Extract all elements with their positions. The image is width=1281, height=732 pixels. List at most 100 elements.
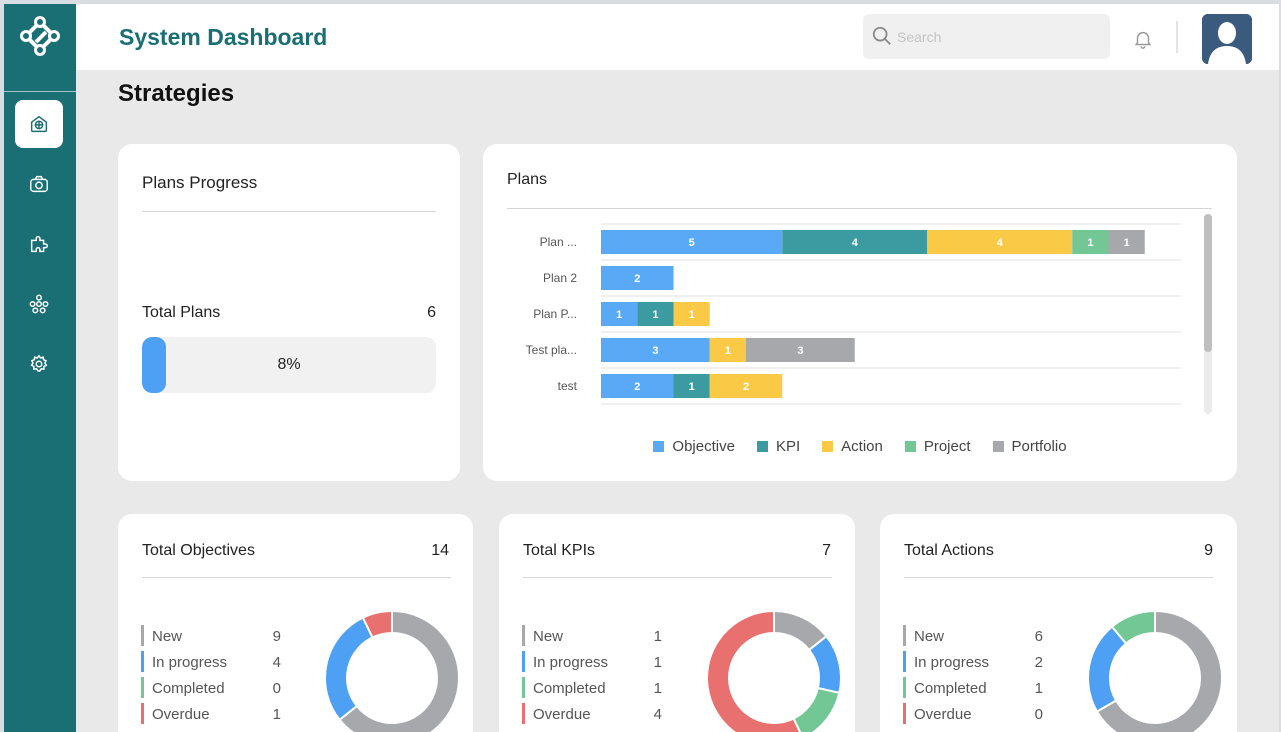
bar-segment[interactable] [746,338,855,362]
status-color-bar [141,651,144,672]
sidebar-item-settings[interactable] [15,340,63,388]
status-value: 9 [272,628,281,645]
status-label: Overdue [152,706,210,723]
legend-item[interactable]: Project [904,438,971,455]
sidebar-item-strategy[interactable] [15,160,63,208]
status-color-bar [141,703,144,724]
data-label: 1 [689,309,695,321]
donut-slice-overdue[interactable] [361,609,393,639]
status-value: 1 [1034,680,1043,697]
actions-donut-chart [1087,609,1223,732]
data-label: 1 [652,309,658,321]
card-divider [523,577,832,578]
chart-legend: Objective KPI Action Project Portfolio [483,438,1237,455]
legend-swatch [992,441,1004,452]
legend-item[interactable]: Portfolio [992,438,1067,455]
gear-icon [30,354,48,372]
status-value: 1 [653,628,662,645]
data-label: 3 [652,345,658,357]
category-label: test [558,379,578,393]
status-value: 0 [272,680,281,697]
plans-progress-bar: 8% [142,337,436,393]
data-label: 1 [1124,237,1130,249]
bar-segment[interactable] [782,230,928,254]
bar-segment[interactable] [601,338,710,362]
bar-segment[interactable] [601,230,783,254]
status-label: New [914,628,945,645]
data-label: 1 [616,309,622,321]
status-list: New 6 In progress 2 Completed 1 Overdue 0 [903,624,1043,728]
donut-slice-completed[interactable] [1110,609,1156,645]
status-row-new: New 1 [522,624,662,650]
status-row-in-progress: In progress 2 [903,650,1043,676]
avatar[interactable] [1202,14,1252,64]
card-divider [904,577,1213,578]
bar-segment[interactable] [673,374,710,398]
legend-swatch [822,441,834,452]
status-color-bar [522,677,525,698]
sidebar-item-network[interactable] [15,280,63,328]
status-color-bar [903,625,906,646]
total-plans-label: Total Plans [142,304,221,321]
org-chart-icon [29,294,49,314]
status-color-bar [141,677,144,698]
data-label: 5 [689,237,695,249]
status-color-bar [141,625,144,646]
legend-item[interactable]: Objective [653,438,735,455]
dashboard-icon [30,115,48,133]
category-label: Plan P... [533,307,577,321]
stat-title: Total Objectives [142,542,255,559]
bar-segment[interactable] [601,374,674,398]
donut-slice-completed[interactable] [792,686,841,732]
sidebar [4,4,76,732]
stat-title: Total Actions [904,542,994,559]
search-input[interactable] [863,14,1110,59]
search-icon[interactable] [871,25,893,47]
status-value: 4 [272,654,281,671]
bar-segment[interactable] [927,230,1073,254]
status-row-new: New 9 [141,624,281,650]
user-silhouette-icon [1202,14,1252,64]
status-label: Completed [152,680,225,697]
data-label: 4 [997,237,1004,249]
total-objectives-card: Total Objectives 1 4 New 9 In progress 4 Co… [118,514,473,732]
data-label: 2 [743,381,749,393]
sidebar-item-home[interactable] [15,100,63,148]
bar-segment[interactable] [601,266,674,290]
legend-swatch [653,441,665,452]
bar-segment[interactable] [709,338,746,362]
status-value: 1 [272,706,281,723]
donut-slice-in-progress[interactable] [1087,625,1128,713]
bar-segment[interactable] [1108,230,1145,254]
donut-slice-overdue[interactable] [706,609,803,732]
sidebar-item-plugins[interactable] [15,220,63,268]
status-color-bar [903,703,906,724]
status-color-bar [522,651,525,672]
app-logo-icon[interactable] [16,16,64,64]
chart-scrollbar[interactable] [1204,214,1212,414]
donut-slice-new[interactable] [1095,609,1223,732]
status-color-bar [522,703,525,724]
bar-segment[interactable] [637,302,674,326]
status-row-in-progress: In progress 4 [141,650,281,676]
bar-segment[interactable] [709,374,783,398]
status-color-bar [522,625,525,646]
legend-swatch [904,441,916,452]
donut-slice-in-progress[interactable] [324,616,374,722]
bell-icon[interactable] [1132,28,1154,50]
status-row-overdue: Overdue 0 [903,702,1043,728]
bar-segment[interactable] [1072,230,1109,254]
bar-segment[interactable] [601,302,638,326]
card-divider [507,208,1212,209]
legend-item[interactable]: KPI [756,438,800,455]
top-header: System Dashboard [76,4,1279,70]
legend-label: Action [841,438,883,455]
status-row-overdue: Overdue 4 [522,702,662,728]
bar-segment[interactable] [673,302,710,326]
status-label: Completed [533,680,606,697]
donut-slice-new[interactable] [338,609,460,732]
scrollbar-thumb[interactable] [1204,214,1212,352]
status-label: In progress [914,654,990,671]
legend-item[interactable]: Action [822,438,883,455]
category-label: Plan ... [540,235,577,249]
